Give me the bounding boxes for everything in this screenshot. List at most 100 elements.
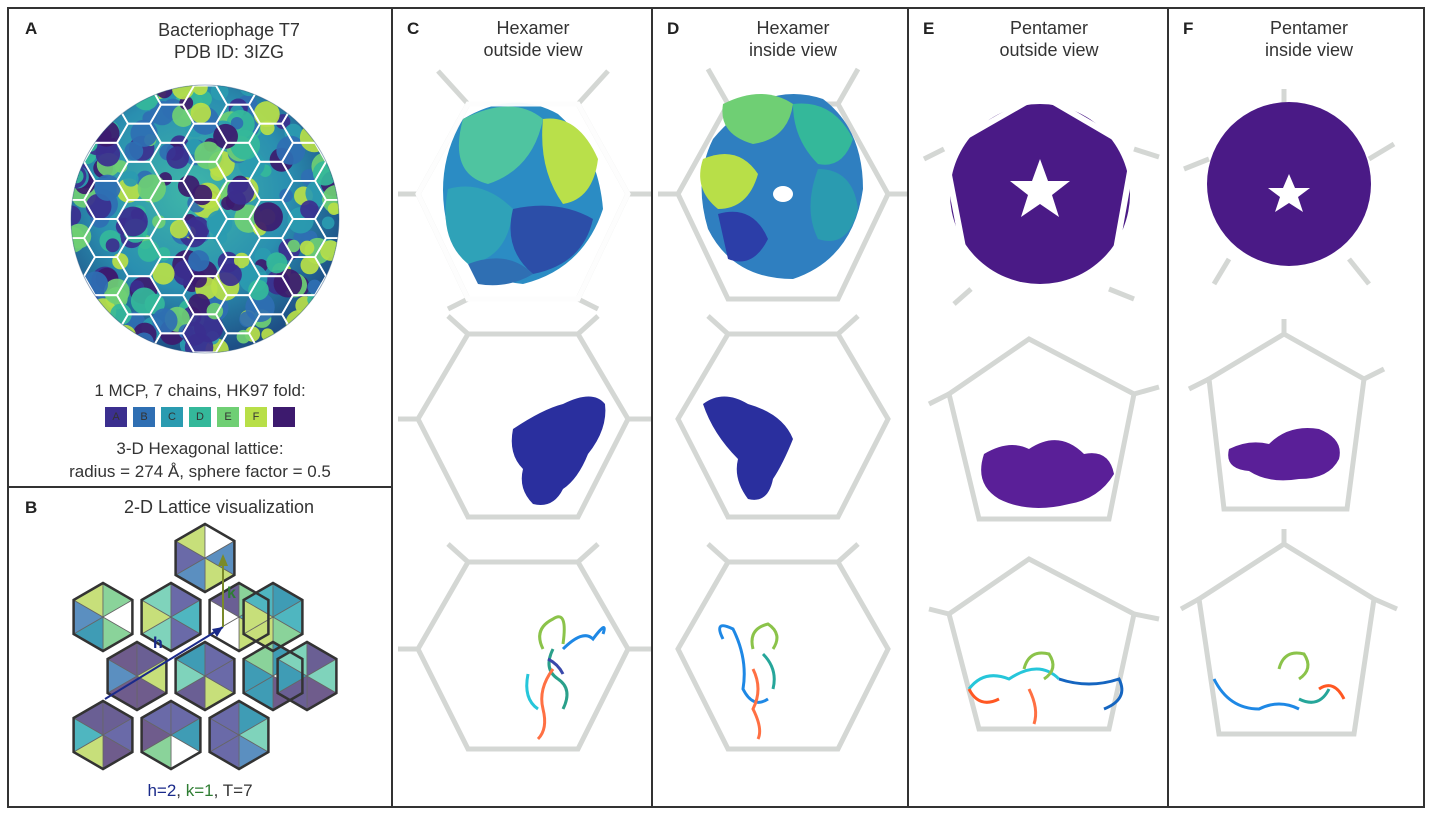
capsid-subunit: [187, 293, 211, 316]
h-vector-head: [212, 627, 223, 637]
k-vector-head: [218, 554, 228, 566]
capsid-subunit: [188, 250, 210, 272]
capsid-subunit: [316, 85, 335, 95]
hexamer-outline: [140, 699, 202, 771]
hex-lattice-bottom: [398, 542, 651, 752]
h-vector: [104, 626, 224, 700]
capsid-subunit: [130, 287, 158, 315]
panel-title: Pentamer inside view: [1209, 17, 1409, 61]
capsid-subunit: [280, 335, 306, 353]
capsid-subunit: [83, 121, 97, 136]
capsid-subunit: [123, 171, 139, 187]
capsid-subunit: [192, 85, 208, 96]
hexamer-outline: [140, 581, 202, 653]
hexamer-outline: [72, 581, 134, 653]
capsid-subunit: [179, 96, 194, 110]
capsid-subunit: [152, 308, 178, 334]
monomer-surface: [1228, 428, 1340, 481]
capsid-subunit: [300, 200, 319, 219]
lattice-caption: 3-D Hexagonal lattice:: [116, 439, 284, 458]
capsid-subunit: [321, 216, 335, 230]
hexamer-surface: [443, 102, 603, 286]
capsid-subunit: [94, 174, 121, 201]
capsid-subunit: [143, 346, 157, 353]
capsid-subunit: [83, 106, 100, 123]
capsid-subunit: [299, 329, 319, 349]
capsid-subunit: [300, 255, 319, 275]
capsid-subunit: [253, 202, 283, 232]
k-vector-label: k: [227, 585, 236, 602]
capsid-subunit: [299, 240, 315, 256]
capsid-subunit: [106, 339, 127, 353]
capsid-subunit: [113, 335, 130, 352]
lattice-hexagon: [313, 198, 339, 240]
monomer-surface: [981, 440, 1114, 508]
panel-e: E Pentamer outside view: [907, 7, 1169, 808]
title-line: inside view: [1264, 40, 1354, 60]
capsid-subunit: [82, 271, 109, 297]
capsid-subunit: [95, 142, 121, 167]
capsid-subunit: [124, 141, 144, 161]
title-line: Pentamer: [1009, 18, 1089, 38]
radius-caption: radius = 274 Å, sphere factor = 0.5: [69, 462, 331, 481]
capsid-subunit: [322, 316, 339, 333]
capsid-subunit: [325, 125, 339, 140]
panel-a: A Bacteriophage T7 PDB ID: 3IZG 1 MCP, 7…: [7, 7, 393, 488]
hexamer-outline: [72, 699, 134, 771]
capsid-subunit: [327, 202, 339, 215]
capsid-subunit: [113, 324, 137, 348]
capsid-subunit: [105, 238, 120, 253]
chain-swatch: D: [189, 406, 211, 427]
panel-b: B 2-D Lattice visualization h k h=2, k=1…: [7, 486, 393, 808]
capsid-subunit: [137, 240, 160, 262]
pentamer-outside-illustration: [922, 90, 1160, 732]
hexamer-outline: [174, 640, 236, 712]
panel-title: Bacteriophage T7 PDB ID: 3IZG: [69, 19, 389, 63]
ribbon-structure: [967, 651, 1124, 725]
pentamer-inside-illustration: [1179, 89, 1398, 737]
capsid-subunit: [227, 177, 255, 205]
panel-letter: A: [25, 19, 38, 38]
mcp-caption: 1 MCP, 7 chains, HK97 fold:: [94, 381, 306, 400]
capsid-subunit: [252, 85, 267, 97]
capsid-subunit: [219, 263, 242, 287]
lattice-2d: h k: [72, 522, 338, 771]
capsid-subunit: [318, 93, 339, 121]
chain-swatch: C: [161, 406, 183, 427]
h-param: h=2: [147, 781, 177, 800]
panel-title: Hexamer inside view: [693, 17, 893, 61]
capsid-subunit: [172, 104, 195, 128]
ribbon-structure: [718, 622, 779, 740]
capsid-subunit: [152, 262, 175, 285]
capsid-subunit: [306, 302, 333, 329]
capsid-subunit: [137, 174, 166, 203]
capsid-subunit: [190, 102, 212, 124]
lattice-hexagon: [313, 237, 339, 278]
hexamer-inside-illustration: [658, 67, 909, 752]
title-line: PDB ID: 3IZG: [173, 42, 285, 62]
t-param: , T=7: [213, 781, 253, 800]
capsid-subunit: [300, 112, 315, 127]
capsid-subunit: [326, 85, 339, 94]
chain-swatch: E: [217, 406, 239, 427]
title-line: Hexamer: [496, 18, 570, 38]
capsid-subunit: [118, 206, 148, 237]
capsid-subunit: [299, 123, 329, 153]
capsid-subunit: [109, 88, 123, 102]
monomer-surface: [703, 396, 793, 500]
capsid-subunit: [266, 252, 288, 274]
h-vector-label: h: [153, 635, 163, 652]
capsid-subunit: [94, 85, 120, 102]
chain-swatch: [273, 406, 295, 427]
capsid-illustration: [70, 84, 340, 354]
panel-title: Hexamer outside view: [433, 17, 633, 61]
title-line: Hexamer: [756, 18, 830, 38]
panel-f: F Pentamer inside view: [1167, 7, 1425, 808]
capsid-subunit: [191, 184, 213, 206]
hexamer-outline: [276, 640, 338, 712]
panel-letter: D: [667, 19, 680, 38]
panel-letter: F: [1183, 19, 1194, 38]
panel-letter: C: [407, 19, 420, 38]
capsid-subunit: [248, 279, 269, 301]
